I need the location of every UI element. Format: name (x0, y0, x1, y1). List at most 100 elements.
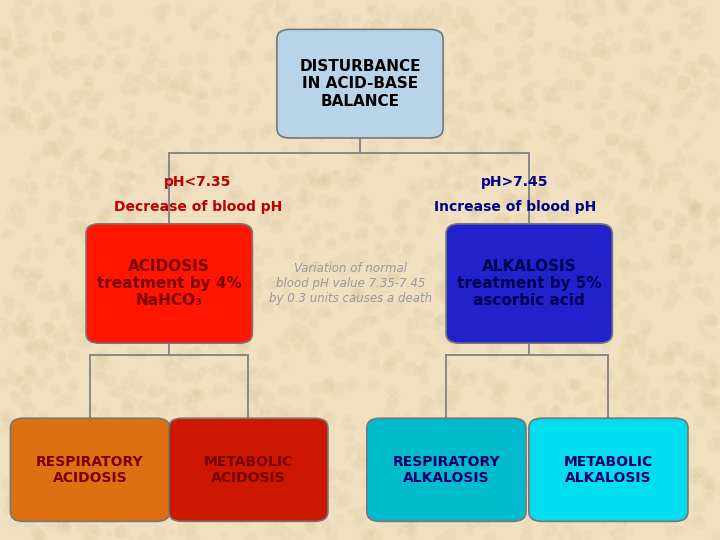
Point (282, 529, 293, 538)
Point (593, 46, 605, 55)
Point (153, 8, 164, 17)
Point (56, 515, 68, 524)
Point (685, 436, 697, 444)
Point (65, 309, 76, 318)
Point (44, 322, 55, 331)
Point (47, 51, 58, 59)
Point (284, 494, 295, 503)
Point (674, 505, 685, 514)
Point (514, 215, 526, 224)
Point (140, 274, 151, 283)
Point (582, 65, 594, 74)
Point (2, 296, 14, 305)
Point (280, 204, 292, 212)
Point (9, 424, 20, 433)
Point (13, 17, 24, 25)
Point (63, 176, 75, 184)
Point (600, 89, 611, 98)
Point (188, 22, 199, 31)
Point (35, 272, 46, 280)
Point (372, 23, 383, 31)
Point (95, 500, 107, 509)
Point (102, 145, 114, 154)
Point (662, 485, 673, 494)
Point (75, 465, 86, 474)
Point (201, 171, 212, 179)
Point (638, 178, 649, 187)
Point (634, 389, 646, 398)
Point (279, 344, 291, 353)
Point (352, 152, 364, 161)
Point (553, 96, 564, 104)
Point (153, 472, 165, 481)
Point (171, 354, 182, 363)
Point (377, 446, 389, 454)
Point (622, 90, 634, 99)
Point (122, 334, 133, 343)
Point (678, 218, 690, 226)
Point (678, 11, 689, 19)
Point (100, 7, 112, 16)
Point (160, 130, 171, 139)
Point (62, 251, 73, 259)
Point (706, 380, 717, 389)
Point (413, 42, 425, 51)
Point (575, 102, 587, 110)
Point (225, 193, 237, 202)
Point (693, 15, 704, 24)
Point (53, 442, 64, 451)
Point (4, 210, 16, 218)
Point (391, 208, 402, 217)
Point (176, 244, 187, 252)
Point (93, 368, 104, 377)
Point (274, 339, 286, 347)
Point (532, 165, 544, 173)
Point (439, 488, 451, 496)
Point (195, 89, 207, 97)
Point (548, 127, 559, 136)
Point (165, 92, 176, 100)
Point (364, 317, 376, 326)
Point (187, 535, 199, 540)
Point (533, 328, 544, 336)
Point (116, 195, 127, 204)
Point (469, 425, 480, 434)
Point (94, 233, 106, 242)
Point (46, 213, 58, 222)
Point (607, 299, 618, 308)
Point (644, 359, 655, 368)
Point (118, 153, 130, 161)
Point (48, 292, 59, 301)
Point (534, 406, 546, 415)
Point (334, 348, 346, 356)
Point (493, 102, 505, 110)
Point (381, 362, 392, 370)
FancyBboxPatch shape (366, 418, 526, 522)
Point (623, 141, 634, 150)
Point (379, 285, 390, 293)
Point (229, 284, 240, 293)
Point (554, 390, 565, 399)
Point (99, 151, 110, 160)
Point (490, 92, 501, 101)
Point (32, 9, 43, 17)
FancyBboxPatch shape (86, 224, 252, 343)
Point (169, 84, 181, 93)
Point (200, 310, 212, 319)
Point (27, 183, 39, 191)
Point (122, 131, 133, 140)
Point (311, 178, 323, 187)
Point (421, 349, 433, 357)
Point (283, 300, 294, 308)
Point (180, 323, 192, 332)
Point (674, 370, 685, 379)
Point (514, 356, 526, 365)
Point (102, 420, 114, 428)
Point (410, 460, 422, 469)
Point (467, 205, 478, 214)
Point (620, 515, 631, 523)
Point (679, 102, 690, 110)
Point (5, 73, 17, 82)
Point (17, 328, 28, 337)
Point (591, 0, 603, 6)
